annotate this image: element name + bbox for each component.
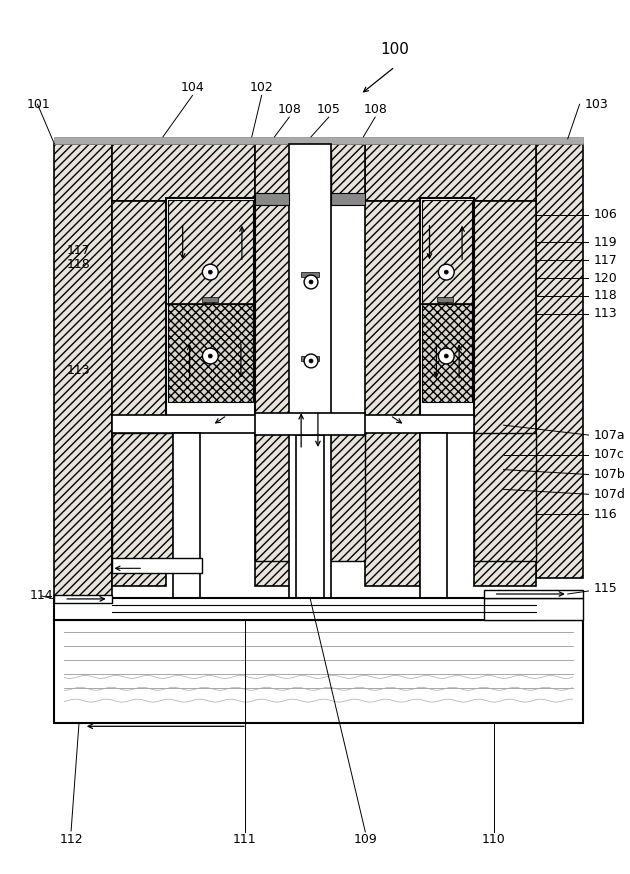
Text: 107d: 107d [593, 488, 625, 501]
Circle shape [309, 359, 313, 363]
Bar [112, 433, 173, 561]
Bar [474, 433, 536, 561]
Text: 113: 113 [67, 364, 91, 378]
Bar [112, 201, 166, 586]
Bar [54, 595, 112, 603]
Bar [112, 143, 255, 201]
Bar [301, 272, 319, 277]
Bar [536, 143, 583, 579]
Bar [54, 137, 583, 143]
Text: 117: 117 [593, 253, 617, 267]
Bar [255, 193, 289, 205]
Bar [255, 413, 365, 435]
Bar [112, 558, 202, 573]
Bar [324, 433, 365, 561]
Text: 105: 105 [317, 103, 341, 115]
Bar [168, 200, 253, 303]
Bar [255, 433, 296, 561]
Text: 102: 102 [249, 81, 273, 94]
Circle shape [444, 270, 449, 274]
Text: 112: 112 [59, 833, 83, 846]
Bar [255, 201, 314, 586]
Text: 111: 111 [233, 833, 256, 846]
Bar [112, 415, 331, 433]
Text: 115: 115 [593, 581, 617, 594]
Text: 120: 120 [593, 272, 617, 285]
Circle shape [438, 348, 454, 364]
Text: 117: 117 [67, 244, 91, 257]
Text: 107b: 107b [593, 468, 625, 481]
Bar [331, 193, 365, 205]
Bar [420, 198, 474, 420]
Bar [484, 598, 583, 620]
Circle shape [209, 354, 212, 358]
Bar [168, 303, 253, 402]
Bar [54, 620, 583, 724]
Bar [296, 435, 324, 598]
Bar [365, 201, 420, 586]
Circle shape [202, 264, 218, 280]
Bar [54, 143, 112, 603]
Text: 101: 101 [26, 98, 50, 111]
Text: 118: 118 [593, 289, 617, 302]
Text: 107c: 107c [593, 448, 624, 461]
Bar [289, 143, 331, 598]
Bar [420, 433, 447, 601]
Bar [474, 201, 536, 586]
Bar [365, 143, 536, 201]
Circle shape [304, 275, 318, 289]
Circle shape [209, 270, 212, 274]
Bar [202, 297, 218, 302]
Text: 103: 103 [585, 98, 608, 111]
Text: 119: 119 [593, 236, 617, 249]
Circle shape [202, 348, 218, 364]
Bar [437, 297, 453, 302]
Text: 108: 108 [364, 103, 387, 115]
Bar [421, 200, 472, 303]
Bar [301, 356, 319, 361]
Bar [484, 590, 583, 598]
Text: 118: 118 [67, 258, 91, 271]
Text: 113: 113 [593, 307, 617, 320]
Circle shape [444, 354, 449, 358]
Text: 100: 100 [381, 43, 410, 58]
Bar [331, 415, 474, 433]
Bar [166, 198, 255, 420]
Bar [289, 152, 331, 193]
Circle shape [438, 264, 454, 280]
Bar [173, 433, 200, 601]
Bar [255, 143, 365, 201]
Circle shape [304, 354, 318, 368]
Text: 116: 116 [593, 508, 617, 521]
Text: 109: 109 [353, 833, 377, 846]
Text: 104: 104 [181, 81, 204, 94]
Text: 106: 106 [593, 208, 617, 221]
Text: 107a: 107a [593, 428, 625, 441]
Text: 110: 110 [482, 833, 505, 846]
Text: 114: 114 [30, 589, 54, 602]
Bar [421, 303, 472, 402]
Text: 108: 108 [277, 103, 301, 115]
Bar [54, 598, 536, 620]
Circle shape [309, 280, 313, 284]
